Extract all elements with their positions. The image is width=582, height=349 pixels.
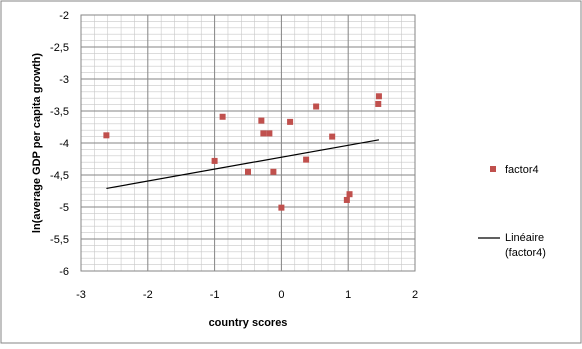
x-tick-label: 0 — [278, 289, 284, 301]
data-point — [270, 168, 277, 175]
trendline — [106, 139, 380, 190]
y-tick-label: -3,5 — [50, 106, 69, 118]
legend-marker-factor4 — [490, 166, 496, 172]
data-point — [258, 117, 265, 124]
y-tick-label: -2,5 — [50, 42, 69, 54]
legend: factor4 Linéaire (factor4) — [478, 164, 546, 259]
y-tick-label: -2 — [59, 10, 69, 22]
y-tick-labels: -2 -2,5 -3 -3,5 -4 -4,5 -5 -5,5 -6 — [50, 10, 69, 278]
data-point — [375, 93, 382, 100]
x-tick-label: -3 — [76, 289, 86, 301]
data-point — [329, 133, 336, 140]
y-tick-label: -5,5 — [50, 234, 69, 246]
data-point — [260, 130, 267, 137]
data-point — [219, 113, 226, 120]
y-tick-label: -3 — [59, 74, 69, 86]
data-point — [343, 196, 350, 203]
x-tick-label: 1 — [345, 289, 351, 301]
y-tick-label: -6 — [59, 266, 69, 278]
data-point — [375, 100, 382, 107]
y-tick-label: -4,5 — [50, 170, 69, 182]
x-axis-title: country scores — [209, 317, 288, 329]
data-point — [346, 191, 353, 198]
data-point — [103, 132, 110, 139]
data-point — [287, 118, 294, 125]
y-tick-label: -4 — [59, 138, 69, 150]
legend-label-trendline-2: (factor4) — [505, 247, 546, 259]
x-tick-labels: -3 -2 -1 0 1 2 — [76, 289, 418, 301]
y-axis-title: ln(average GDP per capita growth) — [31, 53, 43, 233]
data-point — [303, 156, 310, 163]
data-points — [103, 93, 382, 211]
data-point — [278, 204, 285, 211]
x-tick-label: 2 — [412, 289, 418, 301]
data-point — [245, 168, 251, 175]
data-point — [313, 103, 320, 110]
x-tick-label: -2 — [143, 289, 153, 301]
x-tick-label: -1 — [210, 289, 220, 301]
data-point — [211, 157, 218, 164]
legend-label-trendline-1: Linéaire — [505, 232, 544, 244]
plot-border — [80, 14, 416, 272]
legend-label-factor4: factor4 — [505, 164, 539, 176]
data-point — [266, 130, 273, 137]
y-tick-label: -5 — [59, 202, 69, 214]
